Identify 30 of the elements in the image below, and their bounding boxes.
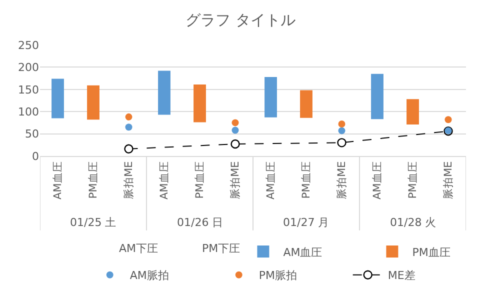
x-tick-label: 脈拍ME	[228, 161, 242, 199]
x-tick-label: 脈拍ME	[335, 161, 348, 199]
x-tick-label: PM血圧	[407, 161, 420, 199]
legend-label: AM血圧	[283, 246, 322, 259]
x-tick-label: AM血圧	[372, 161, 384, 200]
y-tick-label: 250	[18, 38, 39, 52]
y-tick-label: 100	[18, 105, 39, 118]
legend-label: ME差	[388, 269, 416, 282]
text: 01/25 土	[70, 216, 116, 229]
text: PM下圧	[202, 242, 240, 255]
text: 01/28 火	[390, 216, 436, 229]
legend-label: PM脈拍	[258, 269, 297, 282]
x-tick-label: PM血圧	[300, 161, 313, 199]
legend-label: PM血圧	[412, 246, 450, 259]
y-tick-label: 0	[32, 150, 39, 163]
x-tick-label: PM血圧	[194, 161, 206, 199]
y-tick-label: 50	[25, 128, 39, 141]
x-tick-label: AM血圧	[265, 161, 278, 200]
x-tick-label: AM血圧	[158, 161, 171, 200]
y-tick-label: 200	[18, 61, 39, 74]
text: 01/27 月	[283, 216, 330, 229]
x-tick-label: 脈拍ME	[442, 161, 455, 199]
text: AM下圧	[119, 242, 158, 255]
x-tick-label: PM血圧	[88, 161, 100, 199]
x-tick-label: AM血圧	[52, 161, 64, 200]
legend-label: AM脈拍	[130, 269, 169, 282]
y-tick-label: 150	[18, 83, 39, 96]
text: 01/26 日	[177, 216, 224, 229]
x-tick-label: 脈拍ME	[122, 161, 136, 199]
chart-title: グラフ タイトル	[186, 10, 296, 29]
